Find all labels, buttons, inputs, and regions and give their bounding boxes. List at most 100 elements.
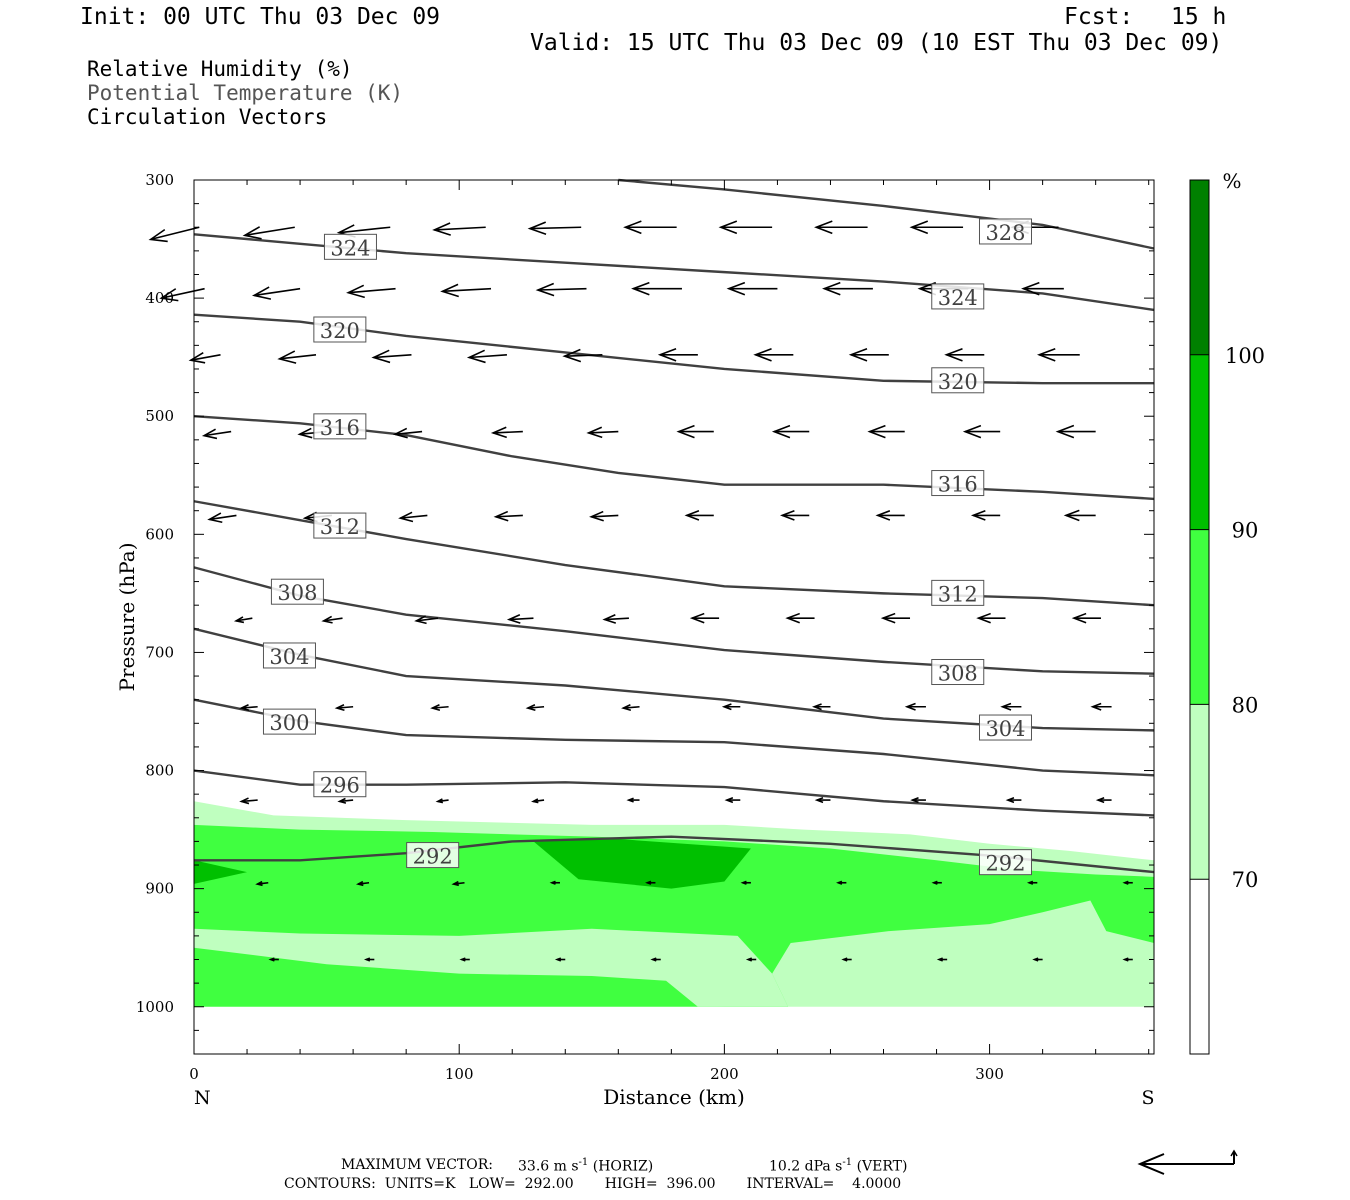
circulation-vector (1032, 957, 1043, 962)
contour-label-312: 312 (313, 512, 367, 539)
x-label-left: N (194, 1087, 211, 1109)
circulation-vector-layer (148, 220, 1133, 962)
forecast-label: Fcst: (1064, 4, 1134, 30)
rh-shading-layer (194, 801, 1154, 1007)
circulation-vector (334, 704, 354, 712)
x-tick-label: 0 (189, 1065, 199, 1083)
circulation-vector (201, 428, 232, 440)
contour-label-300: 300 (262, 708, 316, 735)
axis-layer: 300 400 500 600 700 800 900 1000 0 100 200 300 (136, 171, 1154, 1083)
contour-label-text: 312 (320, 515, 360, 539)
contour-label-304: 304 (978, 714, 1032, 741)
contour-label-text: 308 (938, 662, 978, 686)
circulation-vector (910, 797, 926, 804)
contour-label-text: 328 (985, 221, 1025, 245)
circulation-vector (645, 880, 656, 885)
circulation-vector (771, 424, 810, 439)
circulation-vector (531, 798, 545, 804)
valid-time: Valid: 15 UTC Thu 03 Dec 09 (10 EST Thu … (530, 30, 1223, 56)
circulation-vector (1071, 612, 1101, 624)
circulation-vector (527, 221, 582, 236)
circulation-vector (621, 704, 640, 712)
circulation-vector (875, 510, 905, 521)
colorbar-swatch (1190, 529, 1209, 705)
colorbar-swatch (1190, 704, 1209, 880)
circulation-vector (432, 222, 486, 236)
colorbar-frame (1189, 179, 1210, 1055)
circulation-vector (392, 427, 423, 439)
circulation-vector (753, 347, 794, 362)
colorbar-level-label: 70 (1232, 868, 1259, 892)
y-axis-title: Pressure (hPa) (115, 543, 139, 692)
circulation-vector (493, 510, 523, 522)
field-vectors-title: Circulation Vectors (87, 105, 328, 129)
contour-label-304: 304 (262, 642, 316, 669)
y-tick-label: 800 (145, 762, 174, 780)
circulation-vector (239, 704, 258, 712)
circulation-vector (962, 424, 1001, 439)
circulation-vector (337, 797, 354, 804)
circulation-vector (1122, 957, 1133, 962)
circulation-vector (277, 350, 317, 364)
init-time: Init: 00 UTC Thu 03 Dec 09 (80, 4, 441, 30)
contour-label-text: 296 (320, 774, 360, 798)
circulation-vector (779, 510, 810, 521)
circulation-vector (255, 880, 269, 887)
circulation-vector (549, 880, 560, 885)
contour-label-text: 320 (938, 370, 978, 394)
circulation-vector (490, 426, 523, 439)
theta-contour-308 (193, 566, 1155, 675)
circulation-vector (363, 957, 375, 962)
circulation-vector (836, 880, 847, 885)
circulation-vector (239, 797, 258, 805)
contour-label-324: 324 (931, 283, 985, 310)
y-tick-label: 700 (145, 643, 174, 661)
circulation-vector (931, 880, 942, 885)
contour-label-text: 304 (269, 645, 309, 669)
contour-label-text: 316 (320, 416, 360, 440)
horiz-value: 33.6 m s (518, 1158, 579, 1175)
vert-unit: (VERT) (856, 1158, 908, 1175)
circulation-vector (589, 510, 619, 522)
contour-label-320: 320 (313, 316, 367, 343)
contour-label-text: 324 (330, 236, 370, 260)
rh-region-90-4 (533, 839, 751, 889)
circulation-vector (466, 349, 507, 364)
y-tick-label: 400 (145, 289, 174, 307)
circulation-vector (440, 283, 492, 298)
contour-label-text: 324 (938, 286, 978, 310)
contour-label-292: 292 (406, 842, 460, 869)
circulation-vector (1021, 281, 1064, 296)
contour-label-text: 320 (320, 319, 360, 343)
circulation-vector (242, 226, 295, 240)
x-tick-label: 300 (975, 1065, 1004, 1083)
vert-value: 10.2 dPa s (769, 1158, 843, 1175)
circulation-vector (631, 281, 682, 296)
circulation-vector (1000, 702, 1022, 711)
circulation-vector (623, 220, 677, 235)
circulation-vector (904, 702, 926, 711)
circulation-vector (785, 612, 815, 624)
colorbar-swatch (1190, 879, 1209, 1054)
circulation-vector (944, 347, 985, 362)
y-tick-label: 1000 (136, 998, 174, 1016)
horiz-unit: (HORIZ) (592, 1158, 654, 1175)
theta-contour-328 (618, 178, 1155, 250)
circulation-vector (1122, 880, 1133, 885)
circulation-vector (321, 615, 343, 624)
circulation-vector (721, 703, 741, 711)
circulation-vector (1090, 702, 1112, 711)
circulation-vector (740, 880, 751, 885)
circulation-vector (684, 510, 714, 521)
contour-label-text: 312 (938, 582, 978, 606)
y-tick-label: 500 (145, 407, 174, 425)
circulation-vector (525, 704, 545, 712)
circulation-vector (880, 612, 911, 624)
horiz-exponent: -1 (578, 1157, 589, 1168)
contour-summary: CONTOURS: UNITS=K LOW= 292.00 HIGH= 396.… (284, 1176, 902, 1192)
rh-region-70-5 (1127, 997, 1154, 1007)
circulation-vector (535, 282, 587, 297)
circulation-vector (451, 880, 465, 887)
circulation-vector (812, 703, 831, 711)
